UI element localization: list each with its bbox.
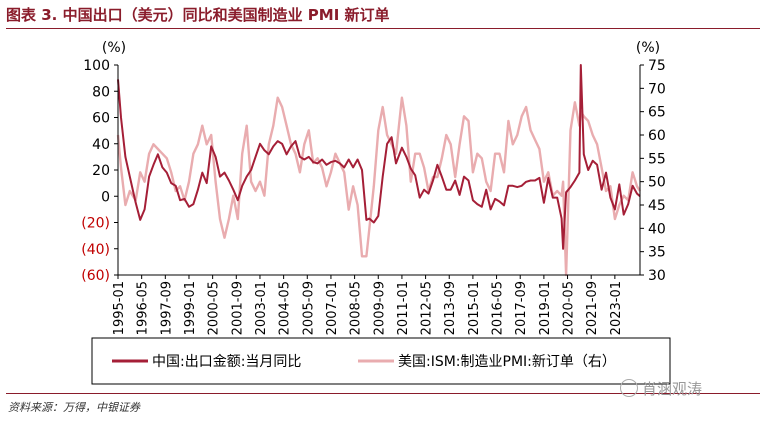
watermark: 肖涵观涛 (620, 378, 702, 399)
bottom-rule (6, 393, 760, 394)
right-tick-label: 55 (648, 151, 666, 167)
x-tick-label: 2009-09 (372, 281, 387, 335)
x-tick-label: 2013-09 (443, 281, 458, 335)
right-tick-label: 50 (648, 175, 666, 191)
x-tick-label: 2016-05 (491, 281, 506, 335)
x-tick-label: 2000-05 (207, 281, 222, 335)
right-tick-label: 60 (648, 128, 666, 144)
right-tick-label: 35 (648, 245, 666, 261)
source-note: 资料来源：万得，中银证券 (8, 401, 140, 414)
x-tick-label: 2011-01 (396, 281, 411, 335)
legend-box (91, 337, 671, 385)
left-tick-label: 100 (83, 58, 110, 74)
right-tick-label: 70 (648, 81, 666, 97)
x-tick-label: 2021-09 (585, 281, 600, 335)
right-tick-label: 30 (648, 268, 666, 284)
left-tick-label: 20 (92, 163, 110, 179)
left-tick-label: 80 (92, 84, 110, 100)
x-tick-label: 2004-05 (278, 281, 293, 335)
right-tick-label: 45 (648, 198, 666, 214)
x-tick-label: 2012-05 (420, 281, 435, 335)
plot-area (116, 64, 642, 277)
watermark-text: 肖涵观涛 (642, 380, 703, 398)
right-tick-label: 75 (648, 58, 666, 74)
x-tick-label: 2008-05 (349, 281, 364, 335)
right-tick-label: 40 (648, 221, 666, 237)
legend: 中国:出口金额:当月同比 美国:ISM:制造业PMI:新订单（右） (91, 337, 671, 385)
left-tick-label: (60) (81, 268, 110, 284)
x-tick-label: 2020-05 (562, 281, 577, 335)
left-axis-unit: (%) (102, 40, 126, 56)
x-tick-label: 1997-09 (159, 281, 174, 335)
x-tick-label: 2023-01 (609, 281, 624, 335)
x-tick-label: 1996-05 (136, 281, 151, 335)
legend-label-us: 美国:ISM:制造业PMI:新订单（右） (398, 354, 616, 370)
right-tick-label: 65 (648, 105, 666, 121)
x-tick-label: 2017-09 (514, 281, 529, 335)
figure-title: 图表 3. 中国出口（美元）同比和美国制造业 PMI 新订单 (6, 6, 390, 24)
x-tick-label: 2007-01 (325, 281, 340, 335)
left-tick-label: (40) (81, 242, 110, 258)
right-axis-unit: (%) (636, 40, 660, 56)
left-tick-label: 60 (92, 111, 110, 127)
series-line-china-exports (117, 64, 641, 250)
x-tick-label: 2019-01 (538, 281, 553, 335)
title-rule (6, 28, 760, 29)
left-tick-label: 40 (92, 137, 110, 153)
legend-label-china: 中国:出口金额:当月同比 (152, 354, 301, 370)
x-tick-label: 2001-09 (230, 281, 245, 335)
axes: 100 80 60 40 20 0 (20) (40) (60) (%) 75 70 65 60 55 50 4… (81, 40, 666, 335)
left-tick-label: 0 (101, 189, 110, 205)
series-line-us-ism-new-orders (116, 96, 642, 277)
x-tick-label: 2005-09 (301, 281, 316, 335)
wechat-icon (620, 379, 638, 397)
x-tick-label: 1999-01 (183, 281, 198, 335)
x-tick-label: 1995-01 (112, 281, 127, 335)
x-tick-label: 2015-01 (467, 281, 482, 335)
x-tick-label: 2003-01 (254, 281, 269, 335)
left-tick-label: (20) (81, 216, 110, 232)
